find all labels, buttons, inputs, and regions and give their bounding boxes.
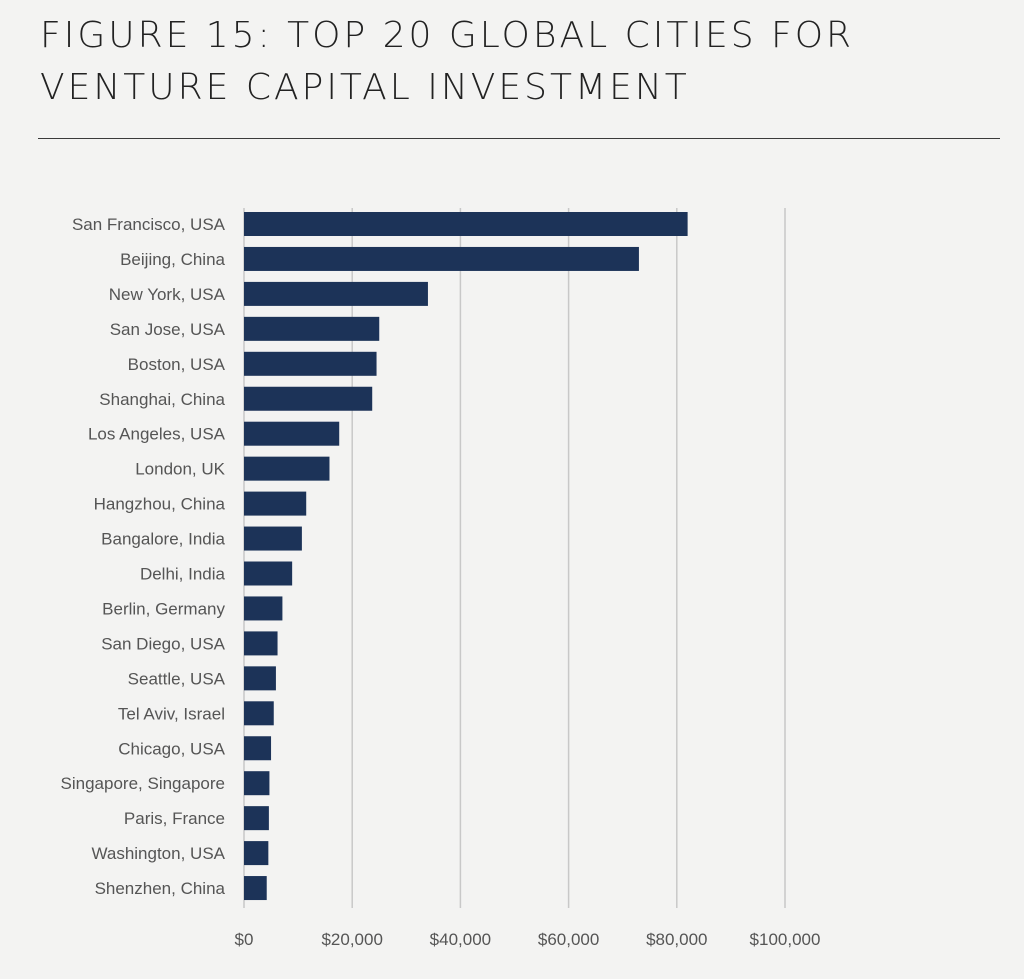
category-label: Hangzhou, China — [94, 495, 226, 514]
category-label: Shanghai, China — [99, 390, 225, 409]
bar — [244, 701, 274, 726]
bar — [244, 281, 428, 306]
bar — [244, 491, 307, 516]
category-label: Beijing, China — [120, 250, 225, 269]
category-label: Paris, France — [124, 809, 225, 828]
bar — [244, 246, 639, 271]
bar — [244, 596, 283, 621]
x-tick-label: $100,000 — [750, 930, 821, 949]
category-label: Delhi, India — [140, 565, 226, 584]
bar — [244, 456, 330, 481]
category-label: London, UK — [135, 460, 225, 479]
title-divider — [38, 138, 1000, 139]
x-axis-ticks: $0 $20,000 $40,000 $60,000 $80,000 $100,000 — [235, 930, 821, 949]
category-label: San Jose, USA — [110, 320, 226, 339]
category-label: Berlin, Germany — [102, 599, 225, 618]
x-tick-label: $40,000 — [430, 930, 491, 949]
x-tick-label: $20,000 — [321, 930, 382, 949]
category-label: Washington, USA — [91, 844, 225, 863]
bar — [244, 876, 267, 901]
category-labels: San Francisco, USA Beijing, China New York… — [61, 215, 226, 898]
bars — [244, 212, 688, 901]
category-label: Boston, USA — [128, 355, 226, 374]
bar — [244, 386, 373, 411]
x-tick-label: $0 — [235, 930, 254, 949]
x-tick-label: $80,000 — [646, 930, 707, 949]
category-label: San Francisco, USA — [72, 215, 226, 234]
category-label: Shenzhen, China — [95, 879, 226, 898]
category-label: Bangalore, India — [101, 530, 225, 549]
category-label: New York, USA — [109, 285, 226, 304]
category-label: Los Angeles, USA — [88, 425, 226, 444]
bar — [244, 631, 278, 656]
bar — [244, 561, 293, 586]
bar — [244, 771, 270, 796]
bar — [244, 736, 272, 761]
category-label: Singapore, Singapore — [61, 774, 225, 793]
bar — [244, 316, 380, 341]
bar — [244, 351, 377, 376]
bar — [244, 212, 688, 236]
x-tick-label: $60,000 — [538, 930, 599, 949]
category-label: Chicago, USA — [118, 739, 225, 758]
bar — [244, 421, 340, 446]
category-label: Seattle, USA — [128, 669, 226, 688]
figure-title: FIGURE 15: TOP 20 GLOBAL CITIES FOR VENT… — [40, 15, 855, 108]
bar — [244, 526, 302, 551]
category-label: Tel Aviv, Israel — [118, 704, 225, 723]
bar — [244, 666, 276, 691]
gridlines — [243, 208, 786, 908]
category-label: San Diego, USA — [101, 634, 225, 653]
bar — [244, 806, 269, 831]
bar — [244, 841, 269, 866]
